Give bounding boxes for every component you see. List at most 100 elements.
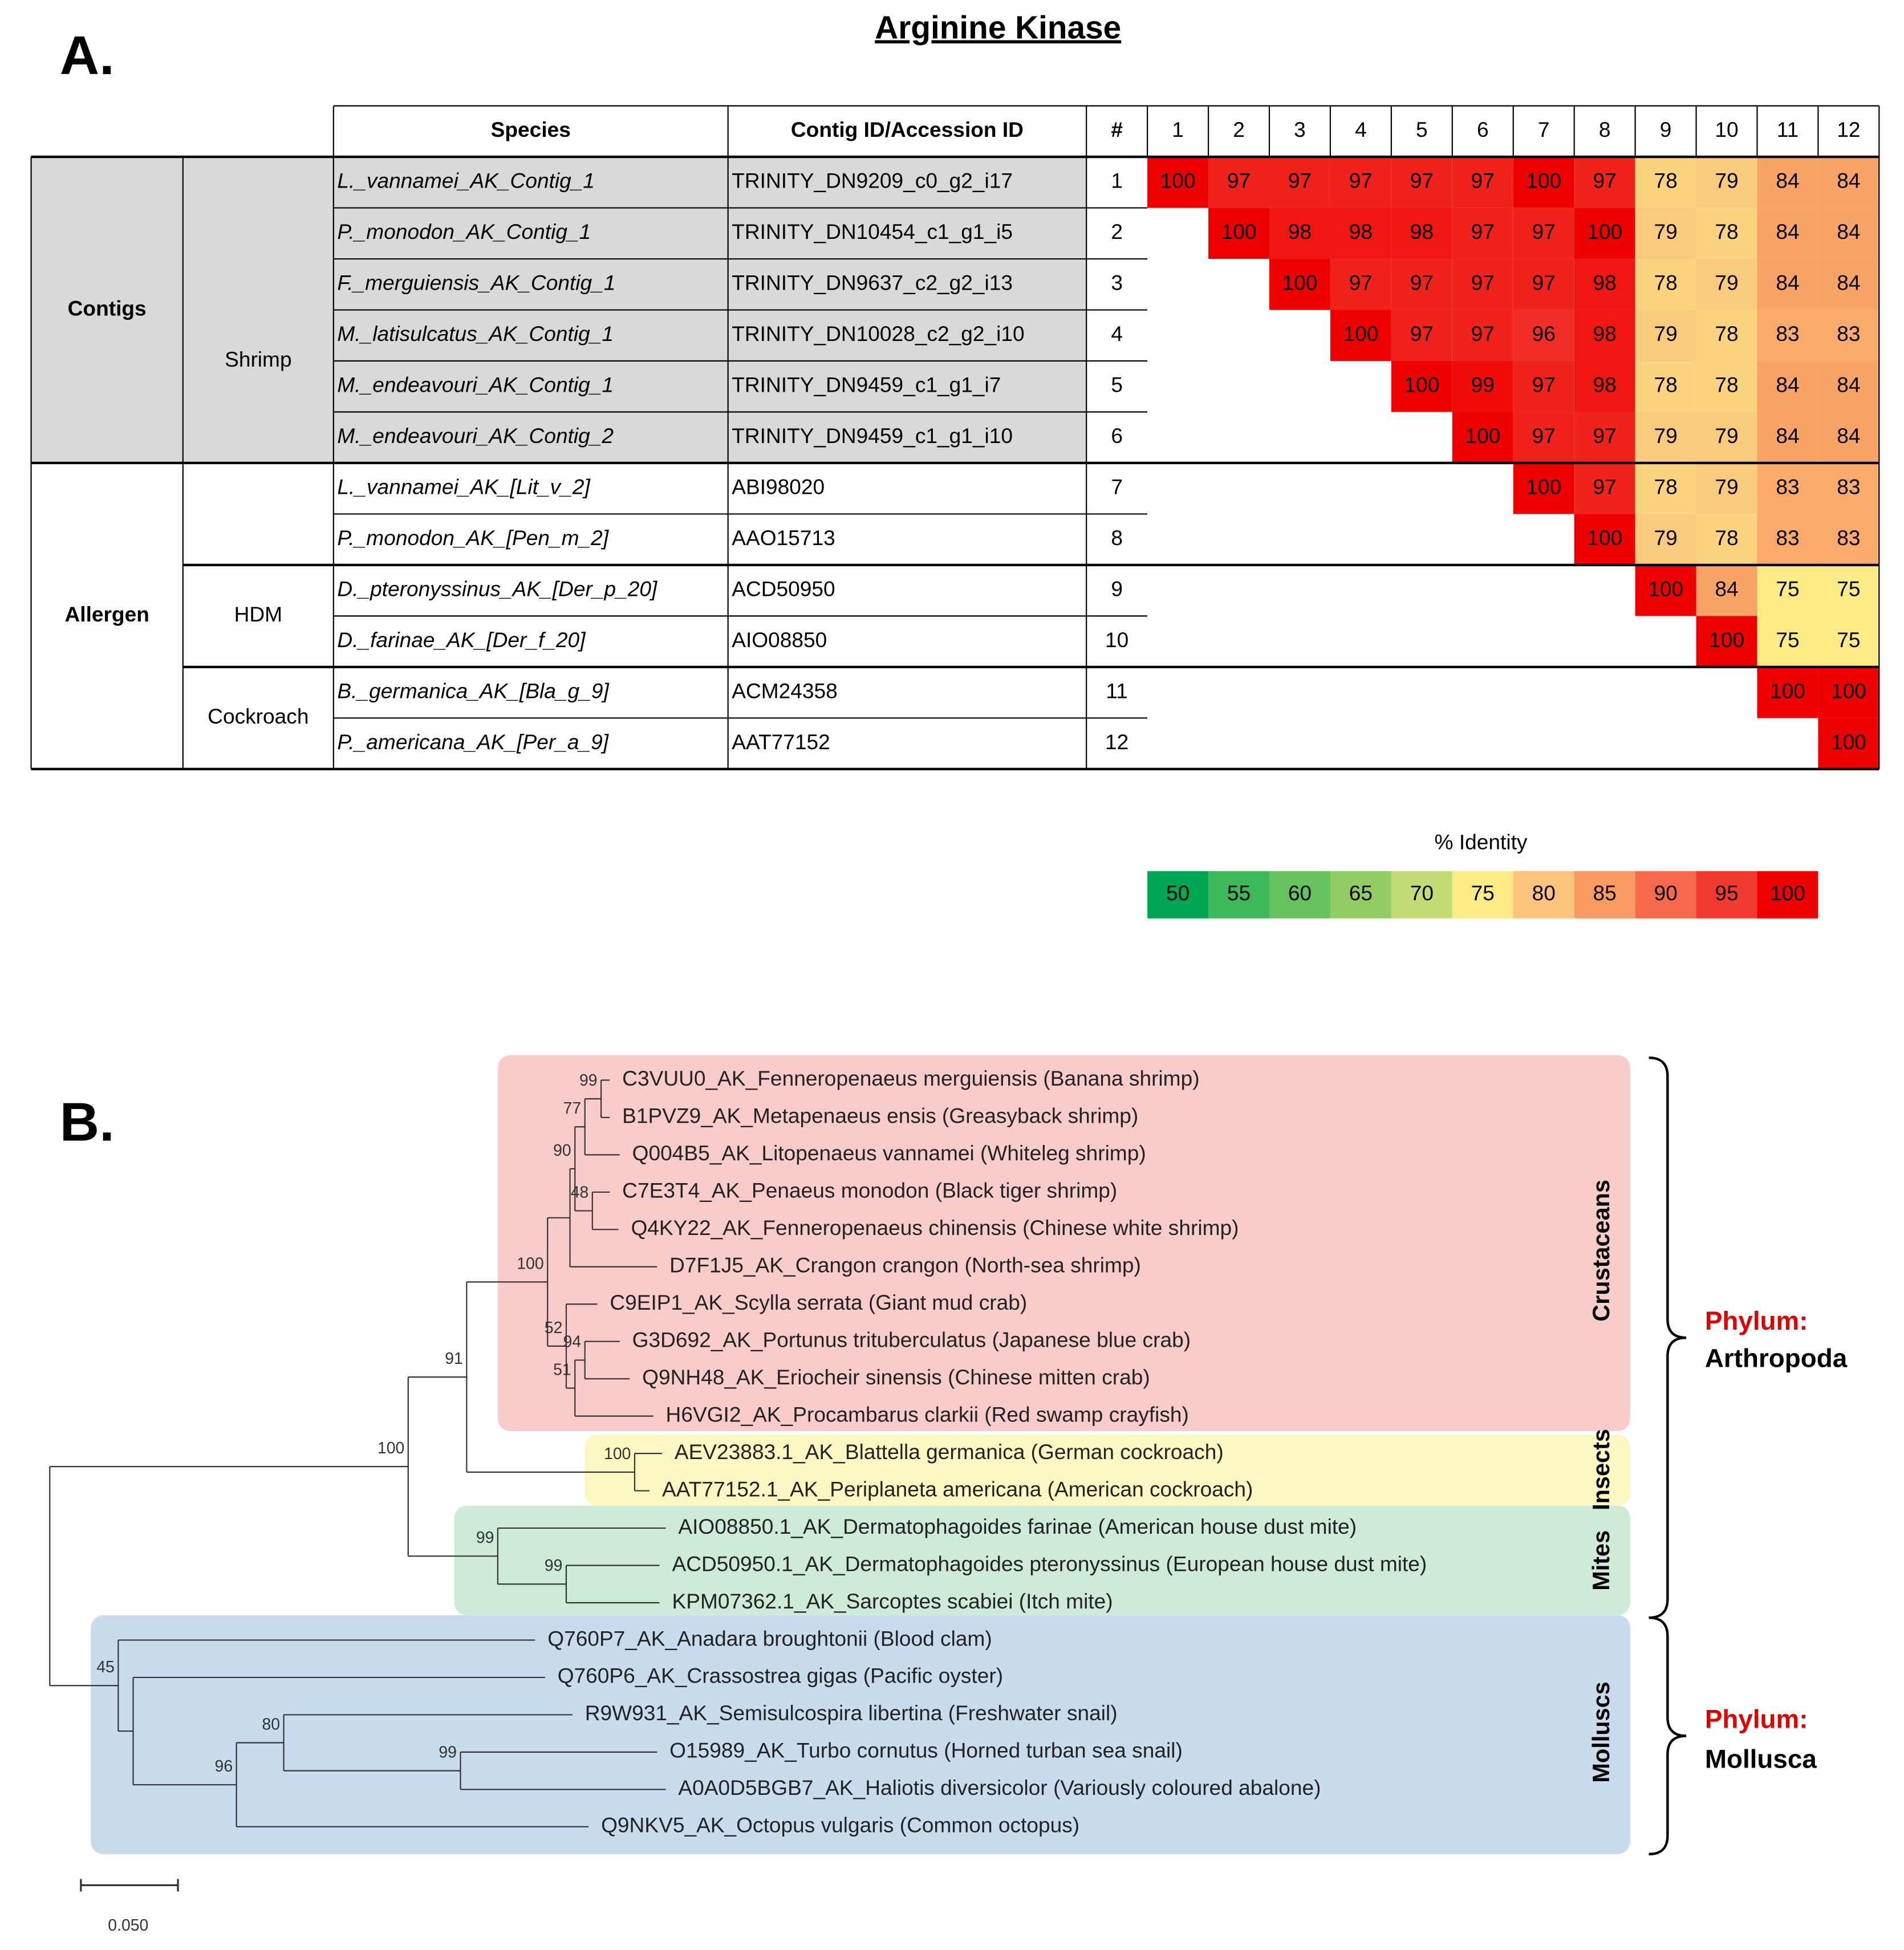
title: Arginine Kinase bbox=[875, 10, 1121, 46]
identity-cell bbox=[1818, 412, 1879, 463]
identity-cell bbox=[1330, 157, 1391, 208]
identity-cell bbox=[1696, 514, 1757, 565]
identity-cell bbox=[1391, 157, 1452, 208]
identity-value: 100 bbox=[1587, 526, 1622, 550]
identity-value: 84 bbox=[1837, 220, 1860, 243]
identity-value: 97 bbox=[1593, 424, 1617, 448]
identity-cell bbox=[1574, 259, 1635, 310]
leaf-label: Q9NH48_AK_Eriocheir sinensis (Chinese mi… bbox=[642, 1365, 1150, 1389]
identity-value: 84 bbox=[1715, 576, 1738, 600]
accession-id: TRINITY_DN10028_c2_g2_i10 bbox=[732, 322, 1024, 346]
identity-value: 97 bbox=[1532, 424, 1556, 448]
leaf-label: C7E3T4_AK_Penaeus monodon (Black tiger s… bbox=[622, 1179, 1117, 1202]
leaf-label: AEV23883.1_AK_Blattella germanica (Germa… bbox=[675, 1440, 1224, 1464]
legend-value: 70 bbox=[1410, 881, 1434, 905]
identity-cell bbox=[1818, 462, 1879, 514]
identity-value: 83 bbox=[1776, 322, 1799, 346]
identity-value: 97 bbox=[1288, 169, 1312, 193]
clade-label: Mites bbox=[1588, 1530, 1614, 1591]
identity-value: 84 bbox=[1776, 271, 1799, 295]
legend-swatch bbox=[1574, 871, 1635, 919]
clade-box bbox=[454, 1505, 1630, 1615]
identity-value: 98 bbox=[1410, 220, 1434, 243]
identity-value: 79 bbox=[1715, 169, 1738, 193]
species: P._americana_AK_[Per_a_9] bbox=[337, 730, 609, 754]
identity-cell bbox=[1757, 361, 1818, 412]
species: L._vannamei_AK_Contig_1 bbox=[337, 169, 595, 193]
identity-value: 100 bbox=[1709, 628, 1744, 652]
identity-cell bbox=[1391, 259, 1452, 310]
identity-cell bbox=[1696, 310, 1757, 361]
leaf-label: C3VUU0_AK_Fenneropenaeus merguiensis (Ba… bbox=[622, 1066, 1199, 1090]
identity-cell bbox=[1147, 157, 1209, 208]
identity-value: 78 bbox=[1654, 373, 1677, 397]
identity-cell bbox=[1208, 157, 1269, 208]
identity-cell bbox=[1513, 310, 1574, 361]
identity-value: 98 bbox=[1593, 373, 1617, 397]
identity-cell bbox=[1452, 157, 1513, 208]
subgroup-label: HDM bbox=[234, 602, 282, 626]
identity-cell bbox=[1696, 361, 1757, 412]
species: F._merguiensis_AK_Contig_1 bbox=[337, 271, 615, 295]
column-header: 10 bbox=[1715, 117, 1738, 141]
column-header: 1 bbox=[1172, 117, 1184, 141]
identity-cell bbox=[1696, 208, 1757, 259]
species: M._endeavouri_AK_Contig_2 bbox=[337, 424, 614, 448]
identity-value: 78 bbox=[1715, 220, 1738, 243]
clade-label: Insects bbox=[1588, 1429, 1614, 1510]
bootstrap: 100 bbox=[517, 1254, 543, 1273]
row-number: 12 bbox=[1105, 730, 1128, 754]
identity-value: 100 bbox=[1831, 679, 1866, 702]
identity-value: 78 bbox=[1654, 271, 1677, 295]
identity-value: 97 bbox=[1410, 322, 1434, 346]
legend-swatch bbox=[1208, 871, 1269, 919]
leaf-label: R9W931_AK_Semisulcospira libertina (Fres… bbox=[585, 1701, 1118, 1725]
row-number: 3 bbox=[1111, 271, 1123, 295]
phylum-name: Mollusca bbox=[1705, 1744, 1817, 1773]
identity-cell bbox=[1391, 361, 1452, 412]
identity-value: 98 bbox=[1288, 220, 1312, 243]
identity-cell bbox=[1269, 157, 1330, 208]
identity-value: 83 bbox=[1837, 474, 1860, 498]
identity-cell bbox=[1269, 208, 1330, 259]
identity-value: 79 bbox=[1715, 271, 1738, 295]
bootstrap: 51 bbox=[553, 1360, 571, 1379]
identity-cell bbox=[1696, 157, 1757, 208]
identity-cell bbox=[1635, 310, 1696, 361]
identity-value: 79 bbox=[1715, 474, 1738, 498]
header: Species bbox=[491, 117, 571, 141]
legend-value: 75 bbox=[1471, 881, 1495, 905]
species: M._endeavouri_AK_Contig_1 bbox=[337, 373, 614, 397]
identity-value: 84 bbox=[1837, 373, 1860, 397]
leaf-label: Q760P6_AK_Crassostrea gigas (Pacific oys… bbox=[558, 1664, 1003, 1688]
identity-value: 97 bbox=[1532, 373, 1556, 397]
column-header: 6 bbox=[1477, 117, 1489, 141]
identity-cell bbox=[1818, 259, 1879, 310]
bootstrap: 96 bbox=[215, 1757, 233, 1776]
identity-value: 75 bbox=[1776, 576, 1799, 600]
identity-cell bbox=[1269, 259, 1330, 310]
identity-cell bbox=[1696, 259, 1757, 310]
accession-id: ACD50950 bbox=[732, 576, 835, 600]
accession-id: TRINITY_DN9637_c2_g2_i13 bbox=[732, 271, 1013, 295]
legend-value: 90 bbox=[1654, 881, 1677, 905]
identity-value: 97 bbox=[1349, 271, 1373, 295]
identity-value: 97 bbox=[1471, 169, 1495, 193]
header: # bbox=[1111, 117, 1123, 141]
accession-id: AAO15713 bbox=[732, 526, 835, 550]
identity-value: 84 bbox=[1776, 373, 1799, 397]
bootstrap: 80 bbox=[262, 1715, 280, 1733]
identity-value: 78 bbox=[1654, 169, 1677, 193]
identity-cell bbox=[1574, 361, 1635, 412]
identity-value: 83 bbox=[1776, 526, 1799, 550]
scale-label: 0.050 bbox=[108, 1916, 148, 1935]
identity-value: 100 bbox=[1160, 169, 1196, 193]
accession-id: AIO08850 bbox=[732, 628, 827, 652]
accession-id: ACM24358 bbox=[732, 679, 838, 702]
identity-value: 97 bbox=[1471, 220, 1495, 243]
leaf-label: AIO08850.1_AK_Dermatophagoides farinae (… bbox=[678, 1514, 1357, 1538]
identity-cell bbox=[1574, 514, 1635, 565]
identity-value: 97 bbox=[1471, 271, 1495, 295]
identity-cell bbox=[1330, 208, 1391, 259]
